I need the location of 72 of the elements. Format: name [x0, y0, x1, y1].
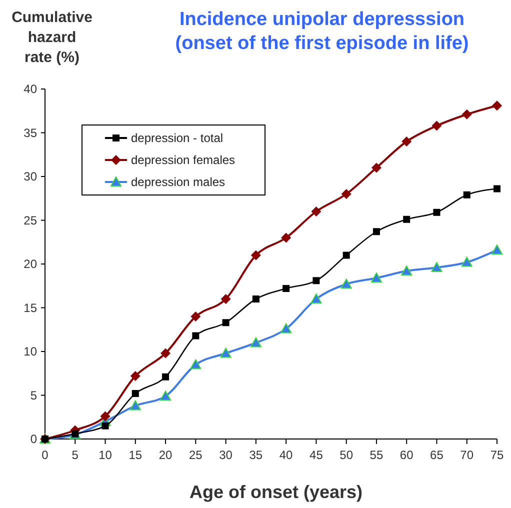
point: [401, 266, 412, 276]
point: [312, 277, 320, 284]
x-tick-label: 45: [310, 448, 324, 462]
x-tick-label: 60: [400, 448, 414, 462]
point: [222, 319, 230, 326]
point: [402, 136, 412, 146]
point: [100, 411, 110, 422]
y-tick-label: 15: [24, 300, 38, 315]
point: [371, 162, 382, 173]
point: [281, 232, 292, 243]
x-tick-label: 25: [188, 448, 203, 462]
x-tick-label: 15: [128, 448, 142, 462]
x-tick-label: 5: [72, 448, 79, 462]
point: [220, 294, 231, 304]
y-tick-label: 20: [24, 257, 38, 271]
point: [341, 189, 352, 199]
x-tick-label: 0: [42, 448, 49, 462]
point: [282, 285, 290, 292]
y-tick-label: 30: [24, 170, 38, 184]
point: [192, 332, 200, 340]
y-tick-label: 5: [30, 388, 38, 402]
point: [311, 206, 322, 216]
point: [463, 191, 470, 198]
point: [280, 323, 292, 334]
point: [462, 109, 472, 120]
point: [252, 296, 260, 302]
x-tick-label: 10: [98, 448, 112, 462]
y-tick-label: 10: [24, 344, 38, 358]
x-tick-label: 50: [340, 448, 354, 462]
x-tick-label: 65: [430, 448, 444, 462]
point: [433, 208, 440, 216]
point: [372, 228, 380, 236]
x-tick-label: 70: [460, 448, 474, 462]
point: [132, 390, 139, 397]
x-tick-label: 35: [249, 448, 263, 462]
x-tick-label: 20: [158, 448, 173, 462]
point: [162, 373, 170, 380]
point: [102, 422, 109, 430]
point: [461, 256, 472, 267]
point: [340, 278, 352, 289]
chart-title: Incidence unipolar depresssion (onset of the first episode in life): [175, 9, 469, 54]
point: [160, 390, 172, 401]
x-tick-label: 30: [219, 448, 233, 462]
point: [250, 250, 261, 260]
point: [190, 312, 201, 322]
x-tick-label: 55: [370, 448, 384, 462]
y-tick-label: 35: [24, 126, 38, 140]
y-tick-label: 40: [24, 82, 38, 96]
point: [190, 359, 202, 370]
x-axis-title: Age of onset (years): [189, 482, 363, 502]
point: [494, 185, 500, 192]
y-tick-label: 25: [24, 213, 38, 228]
point: [342, 252, 350, 259]
point: [130, 371, 140, 381]
point: [130, 400, 141, 410]
point: [403, 216, 410, 223]
y-axis-title: Cumulative hazard rate (%): [12, 9, 92, 66]
point: [310, 294, 322, 304]
legend-label: depression females: [131, 153, 236, 167]
point: [492, 100, 502, 111]
y-tick-label: 0: [30, 432, 38, 446]
x-tick-label: 40: [279, 448, 294, 462]
point: [492, 244, 502, 254]
point: [432, 120, 442, 131]
x-tick-label: 75: [490, 448, 504, 462]
point: [220, 348, 232, 358]
legend-label: depression - total: [131, 131, 224, 145]
point: [250, 337, 262, 348]
point: [431, 262, 442, 272]
point: [370, 272, 382, 282]
point: [160, 348, 171, 358]
legend-label: depression males: [131, 175, 226, 189]
